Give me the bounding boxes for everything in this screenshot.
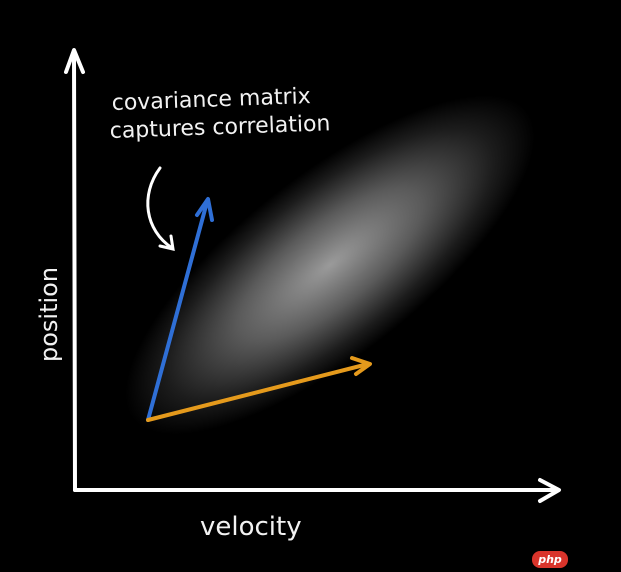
annotation-line-2: captures correlation (109, 111, 330, 144)
gaussian-distribution (125, 95, 535, 435)
watermark-logo: php (532, 551, 568, 568)
y-axis-label: position (35, 267, 63, 362)
orange-vector-arrow (146, 356, 372, 422)
blue-vector-arrow (146, 197, 214, 422)
annotation-line-1: covariance matrix (111, 84, 311, 116)
curved-pointer-arrow (146, 166, 175, 251)
x-axis-label: velocity (200, 512, 302, 542)
x-axis (73, 478, 561, 503)
y-axis (64, 48, 85, 492)
